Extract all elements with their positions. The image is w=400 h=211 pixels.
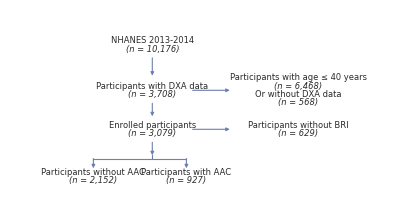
Text: Participants with age ≤ 40 years: Participants with age ≤ 40 years <box>230 73 366 82</box>
Text: Participants without BRI: Participants without BRI <box>248 120 348 130</box>
Text: (n = 629): (n = 629) <box>278 129 318 138</box>
Text: Participants with DXA data: Participants with DXA data <box>96 82 208 91</box>
Text: NHANES 2013-2014: NHANES 2013-2014 <box>111 36 194 45</box>
Text: (n = 927): (n = 927) <box>166 176 206 185</box>
Text: (n = 568): (n = 568) <box>278 99 318 107</box>
Text: Or without DXA data: Or without DXA data <box>255 90 341 99</box>
Text: Enrolled participants: Enrolled participants <box>109 120 196 130</box>
Text: (n = 2,152): (n = 2,152) <box>69 176 118 185</box>
Text: Participants with AAC: Participants with AAC <box>141 168 232 177</box>
Text: (n = 10,176): (n = 10,176) <box>126 45 179 54</box>
Text: (n = 3,708): (n = 3,708) <box>128 90 176 99</box>
Text: (n = 6,468): (n = 6,468) <box>274 82 322 91</box>
Text: Participants without AAC: Participants without AAC <box>42 168 145 177</box>
Text: (n = 3,079): (n = 3,079) <box>128 129 176 138</box>
